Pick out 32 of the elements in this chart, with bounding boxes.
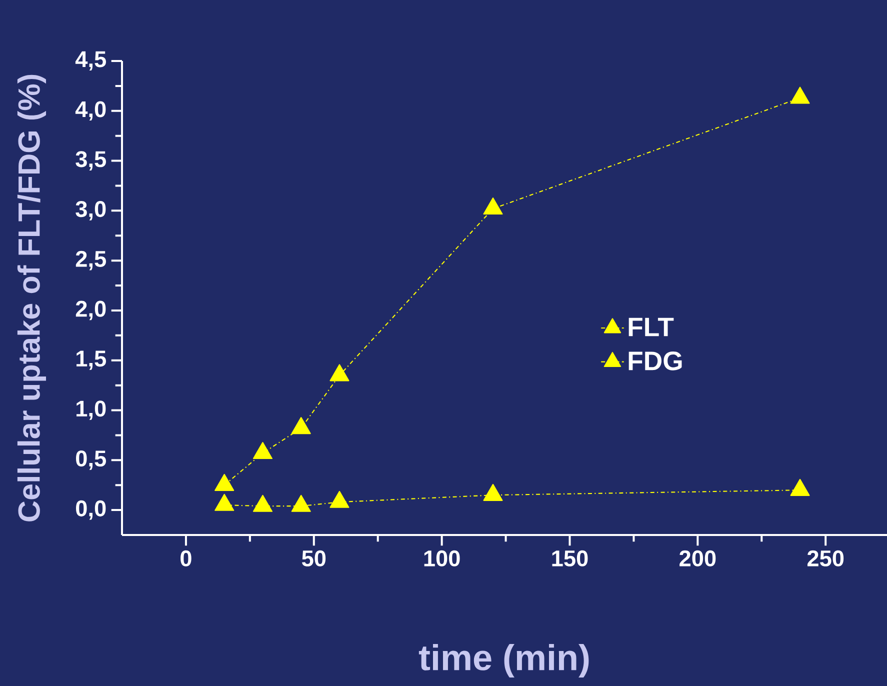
x-tick-label: 250 — [807, 550, 844, 566]
point — [483, 197, 503, 215]
x-tick-label: 0 — [180, 550, 192, 566]
y-tick-label: 2,0 — [76, 300, 106, 320]
y-tick-label: 0,0 — [76, 500, 106, 520]
point — [790, 86, 810, 104]
point — [252, 494, 272, 512]
point — [214, 474, 234, 491]
point — [214, 494, 234, 511]
x-tick-label: 200 — [680, 550, 716, 566]
y-tick-label: 4,0 — [75, 101, 106, 121]
point — [291, 494, 311, 512]
y-tick-label: 1,0 — [76, 400, 106, 420]
point — [291, 417, 311, 434]
point — [483, 484, 503, 501]
point — [330, 490, 350, 508]
x-tick-label: 100 — [424, 550, 460, 566]
y-tick-label: 0,5 — [76, 450, 106, 470]
legend-label: FLT — [628, 318, 674, 336]
x-axis-title: time (min) — [418, 644, 589, 678]
y-tick-label: 1,5 — [76, 350, 106, 370]
legend-label: FDG — [628, 352, 682, 370]
x-tick-label: 150 — [552, 550, 588, 566]
y-tick-label: 3,0 — [76, 201, 106, 220]
y-tick-label: 2,5 — [76, 250, 106, 270]
x-tick-label: 50 — [302, 550, 326, 566]
y-tick-label: 4,5 — [75, 51, 106, 71]
point — [790, 478, 810, 496]
y-tick-label: 3,5 — [76, 151, 106, 170]
point — [330, 364, 350, 382]
point — [252, 442, 272, 460]
y-axis-title: Cellular uptake of FLT/FDG (%) — [17, 74, 46, 522]
